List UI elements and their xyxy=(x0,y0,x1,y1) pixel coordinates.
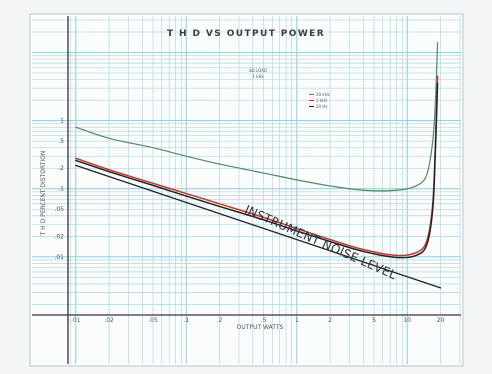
axes: .01 .02 .05 .1 .2 .5 1 2 5 10 20 1 .5 .2 .1 .05 .02 .01 xyxy=(32,16,461,364)
grid xyxy=(32,16,461,364)
note-line-2: 1 kHz xyxy=(252,74,263,79)
x-tick-label: .1 xyxy=(183,317,189,324)
legend-entry: 20 kHz xyxy=(316,92,330,97)
x-tick-label: .2 xyxy=(217,317,223,324)
x-tick-label: .05 xyxy=(148,317,158,324)
x-tick-label: 5 xyxy=(372,317,376,324)
y-tick-label: .2 xyxy=(58,165,64,172)
x-tick-label: 1 xyxy=(295,317,299,324)
y-tick-label: .5 xyxy=(58,138,64,145)
x-tick-label: 2 xyxy=(328,317,332,324)
graph-paper xyxy=(29,13,464,367)
chart-title: T H D VS OUTPUT POWER xyxy=(167,29,325,39)
x-tick-label: .5 xyxy=(261,317,267,324)
legend-entry: 1 kHz xyxy=(316,98,327,103)
x-tick-label: .01 xyxy=(71,317,81,324)
y-tick-label: .05 xyxy=(54,206,64,213)
x-tick-label: 10 xyxy=(403,317,411,324)
y-tick-label: .02 xyxy=(54,233,64,240)
x-tick-label: .02 xyxy=(104,317,114,324)
series-line-20khz xyxy=(75,41,439,192)
series-line-20hz xyxy=(75,82,439,259)
y-tick-label: .01 xyxy=(54,254,64,261)
x-tick-label: 20 xyxy=(437,317,445,324)
y-tick-label: 1 xyxy=(60,118,64,125)
y-axis-title: T H D PERCENT DISTORTION xyxy=(40,151,47,237)
note-line-1: 8Ω LOAD xyxy=(249,68,267,73)
legend-entry: 20 Hz xyxy=(316,104,327,109)
x-axis-title: OUTPUT WATTS xyxy=(237,324,284,331)
noise-level-line xyxy=(75,164,442,289)
y-tick-label: .1 xyxy=(58,186,64,193)
